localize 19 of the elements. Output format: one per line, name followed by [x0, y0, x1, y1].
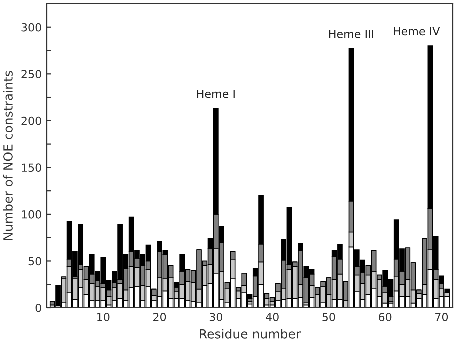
x-tick-label: 20: [154, 313, 166, 322]
y-tick-label: 200: [22, 116, 42, 126]
x-tick-label: 40: [266, 313, 279, 322]
y-tick-label: 100: [22, 210, 42, 219]
y-tick-label: 250: [22, 70, 42, 79]
x-axis-title: Residue number: [200, 329, 302, 339]
x-tick-label: 30: [210, 313, 222, 322]
y-tick-label: 0: [36, 304, 42, 312]
y-tick-label: 300: [22, 23, 42, 32]
annotation: Heme I: [197, 90, 235, 98]
x-tick-label: 10: [98, 313, 110, 322]
x-tick-label: 50: [322, 313, 336, 322]
annotation: Heme III: [329, 30, 374, 38]
y-tick-label: 150: [22, 164, 42, 172]
annotation: Heme IV: [394, 27, 440, 36]
x-tick-label: 60: [379, 313, 392, 322]
y-tick-label: 50: [28, 257, 42, 266]
y-axis-title: Number of NOE constraints: [3, 71, 13, 240]
x-tick-label: 70: [436, 313, 448, 322]
